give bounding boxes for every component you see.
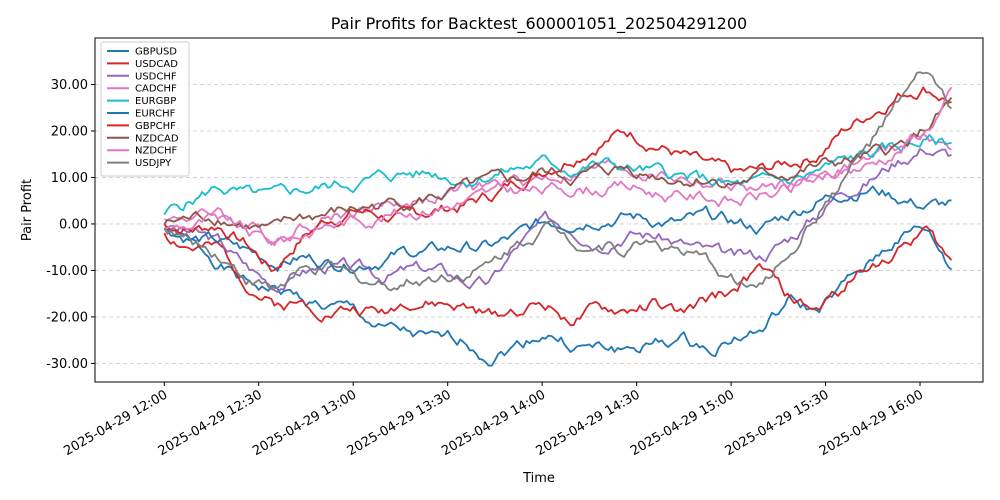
legend-label: EURGBP [135,96,176,107]
series-line-usdjpy [163,71,953,292]
legend-label: USDJPY [135,158,172,169]
grid-lines [95,84,983,364]
x-tick-label: 2025-04-29 13:00 [250,387,359,459]
x-tick-label: 2025-04-29 12:30 [156,387,265,459]
x-tick-label: 2025-04-29 16:00 [817,387,926,459]
x-tick-label: 2025-04-29 14:30 [534,387,643,459]
legend-label: NZDCAD [135,133,179,144]
series-line-nzdcad [163,97,953,230]
series-line-usdcad [163,225,953,327]
legend-label: GBPCHF [135,121,176,132]
legend-label: USDCHF [135,71,177,82]
series-line-cadchf [164,133,952,246]
y-tick-label: -10.00 [46,264,88,279]
series-lines [163,71,953,367]
legend-label: GBPUSD [135,47,177,58]
x-tick-label: 2025-04-29 14:00 [439,387,548,459]
y-tick-label: 10.00 [51,171,88,186]
series-line-gbpchf [163,86,952,273]
y-tick-label: -30.00 [46,357,88,372]
y-tick-label: 0.00 [59,217,88,232]
x-tick-label: 2025-04-29 12:00 [61,387,170,459]
series-line-eurgbp [163,133,952,216]
x-tick-label: 2025-04-29 15:30 [723,387,832,459]
legend-label: USDCAD [135,59,178,70]
y-tick-label: 20.00 [51,124,88,139]
legend-label: CADCHF [135,84,177,95]
plot-frame [94,37,984,383]
y-tick-label: -20.00 [46,310,88,325]
series-line-gbpusd [163,223,953,367]
series-line-nzdchf [164,86,953,247]
x-axis-label: Time [522,471,555,486]
x-tick-label: 2025-04-29 15:00 [628,387,737,459]
y-axis-label: Pair Profit [20,179,35,241]
legend-label: NZDCHF [135,146,178,157]
x-tick-label: 2025-04-29 13:30 [345,387,454,459]
y-axis: -30.00 -20.00 -10.00 0.00 10.00 20.00 30.00 [46,78,95,372]
chart-title: Pair Profits for Backtest_600001051_2025… [331,14,747,34]
y-tick-label: 30.00 [51,78,88,93]
series-line-eurchf [164,185,952,275]
legend-label: EURCHF [135,109,176,120]
